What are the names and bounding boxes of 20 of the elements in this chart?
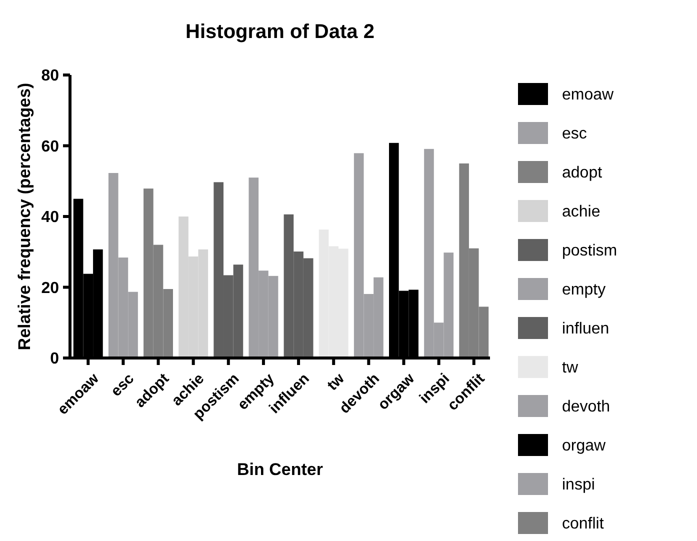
y-tick-label: 80 xyxy=(41,68,60,85)
y-axis-title: Relative frequency (percentages) xyxy=(15,82,34,350)
y-tick-label: 40 xyxy=(41,209,60,226)
category-label: esc xyxy=(562,126,587,143)
category-label: empty xyxy=(562,282,606,299)
category-label: orgaw xyxy=(562,438,606,455)
chart-title: Histogram of Data 2 xyxy=(186,21,374,43)
category-label: influen xyxy=(562,320,610,338)
category-label: emoaw xyxy=(562,86,614,104)
category-label: conflit xyxy=(562,516,604,533)
category-label: postism xyxy=(562,242,618,260)
x-axis-title: Bin Center xyxy=(237,460,324,479)
category-label: inspi xyxy=(562,476,595,494)
category-label: achie xyxy=(562,204,600,221)
y-tick-label: 20 xyxy=(41,280,60,297)
y-tick-label: 0 xyxy=(50,350,60,368)
x-tick-label: esc xyxy=(108,370,138,400)
category-label: adopt xyxy=(562,164,602,182)
x-tick-label: tw xyxy=(324,370,348,394)
y-tick-label: 60 xyxy=(41,138,60,156)
